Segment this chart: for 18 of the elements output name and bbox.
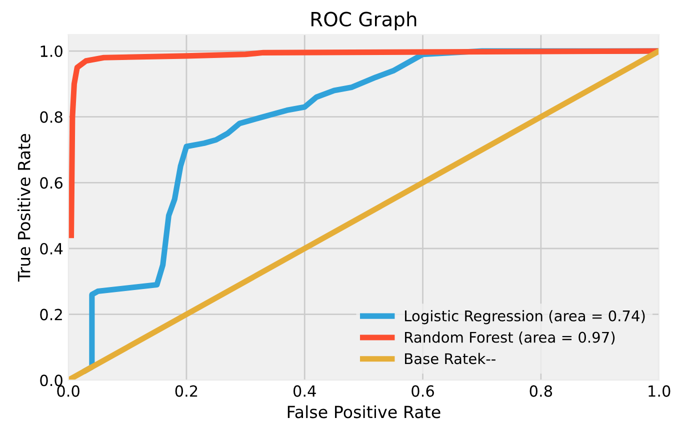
- x-tick-label: 1.0: [648, 385, 670, 397]
- x-axis-title: False Positive Rate: [288, 405, 440, 418]
- x-tick-label: 0.0: [57, 385, 80, 397]
- x-tick-label: 0.6: [412, 385, 434, 397]
- y-tick-label: 0.2: [40, 308, 62, 320]
- y-axis-title: True Positive Rate: [17, 134, 30, 282]
- x-tick-label: 0.8: [530, 385, 552, 397]
- y-tick-label: 0.0: [40, 374, 62, 386]
- legend-label: Base Ratek--: [405, 352, 496, 364]
- y-tick-label: 0.6: [40, 177, 62, 189]
- chart-title: ROC Graph: [311, 11, 416, 30]
- x-tick-label: 0.4: [293, 385, 316, 397]
- legend-label: Logistic Regression (area = 0.74): [405, 310, 645, 324]
- x-tick-label: 0.2: [175, 385, 198, 397]
- y-tick-label: 1.0: [40, 45, 62, 58]
- y-tick-label: 0.4: [40, 242, 63, 255]
- legend-label: Random Forest (area = 0.97): [405, 332, 615, 345]
- y-tick-label: 0.8: [40, 111, 62, 123]
